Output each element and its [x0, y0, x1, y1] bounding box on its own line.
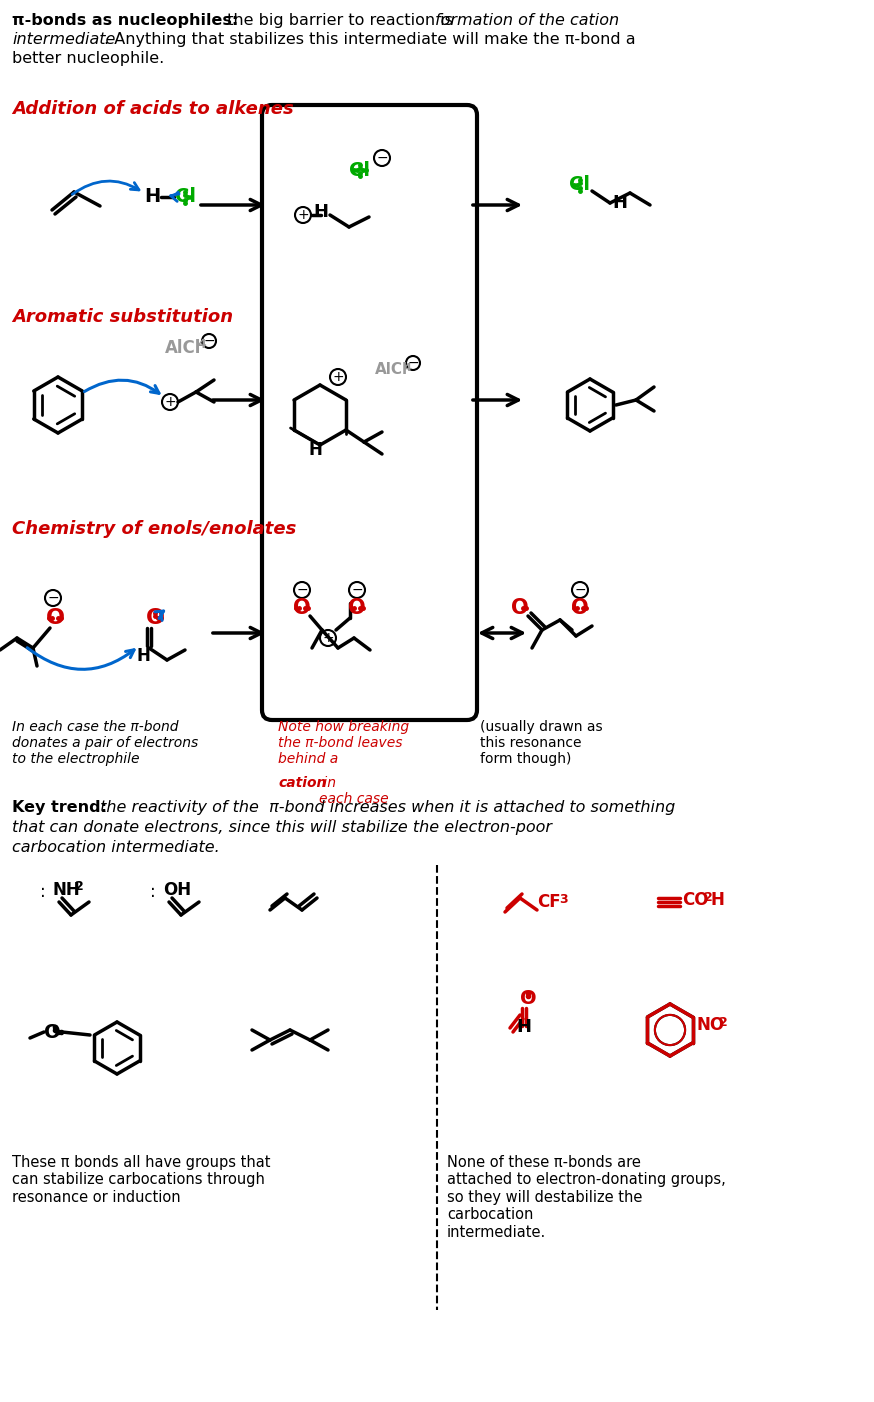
Text: +: +	[297, 207, 309, 222]
Text: O: O	[293, 599, 311, 618]
Text: H: H	[308, 442, 322, 458]
Text: CO: CO	[682, 892, 709, 908]
FancyBboxPatch shape	[262, 105, 477, 721]
Text: +: +	[332, 370, 343, 384]
Text: 2: 2	[75, 880, 84, 893]
Text: in
each case: in each case	[319, 775, 389, 806]
Text: O: O	[44, 1022, 60, 1042]
Text: AlCl: AlCl	[165, 339, 201, 358]
Text: −: −	[407, 356, 419, 370]
Text: 4: 4	[197, 338, 205, 350]
Text: Addition of acids to alkenes: Addition of acids to alkenes	[12, 100, 294, 118]
Text: 2: 2	[704, 892, 713, 904]
Text: H: H	[710, 892, 724, 908]
Text: OH: OH	[163, 880, 191, 899]
Text: O: O	[520, 988, 537, 1008]
Text: −: −	[296, 583, 308, 597]
Text: −: −	[574, 583, 586, 597]
Text: H: H	[144, 188, 160, 206]
Text: These π bonds all have groups that
can stabilize carbocations through
resonance : These π bonds all have groups that can s…	[12, 1155, 270, 1204]
Text: cation: cation	[278, 775, 326, 789]
Text: −: −	[376, 151, 388, 165]
Text: O: O	[45, 608, 65, 628]
Text: the reactivity of the  π-bond increases when it is attached to something: the reactivity of the π-bond increases w…	[95, 801, 676, 815]
Text: O: O	[572, 599, 589, 618]
Text: :: :	[150, 883, 156, 901]
Text: −: −	[351, 583, 363, 597]
Text: carbocation intermediate.: carbocation intermediate.	[12, 840, 219, 855]
Text: formation of the cation: formation of the cation	[435, 13, 619, 28]
Text: Cl: Cl	[350, 160, 371, 179]
Text: better nucleophile.: better nucleophile.	[12, 50, 164, 66]
Text: H: H	[517, 1018, 531, 1036]
Text: O: O	[511, 599, 529, 618]
Text: H: H	[314, 203, 329, 222]
Text: Aromatic substitution: Aromatic substitution	[12, 308, 233, 327]
Text: 4: 4	[403, 363, 411, 373]
Text: O: O	[145, 608, 164, 628]
Text: In each case the π-bond
donates a pair of electrons
to the electrophile: In each case the π-bond donates a pair o…	[12, 721, 198, 767]
Text: 3: 3	[559, 893, 567, 906]
Text: O: O	[348, 599, 366, 618]
Text: 2: 2	[719, 1016, 728, 1029]
Text: Cl: Cl	[570, 175, 591, 195]
Text: (usually drawn as
this resonance
form though): (usually drawn as this resonance form th…	[480, 721, 603, 767]
Text: CF: CF	[537, 893, 560, 911]
Text: Chemistry of enols/enolates: Chemistry of enols/enolates	[12, 520, 296, 538]
Text: NH: NH	[53, 880, 80, 899]
Text: Note how breaking
the π-bond leaves
behind a: Note how breaking the π-bond leaves behi…	[278, 721, 409, 767]
Text: :: :	[40, 883, 45, 901]
Text: −: −	[203, 334, 215, 348]
Text: the big barrier to reaction is: the big barrier to reaction is	[222, 13, 458, 28]
Text: intermediate: intermediate	[12, 32, 115, 48]
Text: −: −	[47, 592, 59, 606]
Text: H: H	[136, 646, 150, 665]
Text: . Anything that stabilizes this intermediate will make the π-bond a: . Anything that stabilizes this intermed…	[104, 32, 635, 48]
Text: H: H	[613, 193, 628, 212]
Text: +: +	[323, 631, 334, 645]
Text: NO: NO	[697, 1016, 725, 1035]
Text: that can donate electrons, since this will stabilize the electron-poor: that can donate electrons, since this wi…	[12, 820, 552, 836]
Text: π-bonds as nucleophiles:: π-bonds as nucleophiles:	[12, 13, 239, 28]
Text: AlCl: AlCl	[375, 363, 408, 377]
Text: Cl: Cl	[175, 188, 196, 206]
Text: Key trend:: Key trend:	[12, 801, 107, 815]
Text: +: +	[164, 395, 176, 409]
Text: None of these π-bonds are
attached to electron-donating groups,
so they will des: None of these π-bonds are attached to el…	[447, 1155, 725, 1239]
